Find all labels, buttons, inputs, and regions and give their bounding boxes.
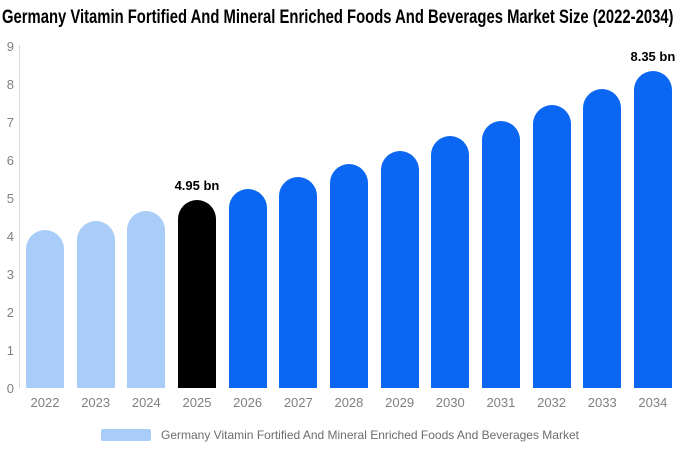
x-axis-labels: 2022 2023 2024 2025 2026 2027 2028 2029 2030 2031… xyxy=(26,395,672,410)
y-tick-1: 1 xyxy=(6,343,14,358)
bar-2034[interactable] xyxy=(633,70,672,388)
x-tick-2027: 2027 xyxy=(283,395,313,410)
y-tick-2: 2 xyxy=(6,305,14,320)
y-tick-8: 8 xyxy=(6,77,14,92)
x-tick-2029: 2029 xyxy=(385,395,415,410)
bar-column-2027 xyxy=(279,46,318,388)
y-tick-4: 4 xyxy=(6,229,14,244)
bar-column-2033 xyxy=(583,46,622,388)
y-axis: 0 1 2 3 4 5 6 7 8 9 xyxy=(0,39,14,396)
x-tick-2025: 2025 xyxy=(182,395,212,410)
legend-label: Germany Vitamin Fortified And Mineral En… xyxy=(161,428,579,442)
bar-2032[interactable] xyxy=(532,105,571,388)
y-tick-5: 5 xyxy=(6,191,14,206)
legend-swatch-icon xyxy=(101,429,151,441)
bar-column-2030 xyxy=(431,46,470,388)
x-tick-2033: 2033 xyxy=(587,395,617,410)
bar-column-2032 xyxy=(532,46,571,388)
bar-2027[interactable] xyxy=(279,176,318,388)
data-label-2034: 8.35 bn xyxy=(630,48,676,64)
bar-column-2029 xyxy=(380,46,419,388)
bar-2033[interactable] xyxy=(583,88,622,388)
x-tick-2030: 2030 xyxy=(435,395,465,410)
bar-2026[interactable] xyxy=(228,188,267,388)
x-tick-2026: 2026 xyxy=(233,395,263,410)
data-label-2025: 4.95 bn xyxy=(174,177,220,193)
y-tick-0: 0 xyxy=(6,381,14,396)
bar-2029[interactable] xyxy=(380,150,419,388)
y-axis-line xyxy=(19,45,20,388)
bar-column-2022 xyxy=(26,46,64,388)
x-tick-2023: 2023 xyxy=(81,395,111,410)
bar-2022[interactable] xyxy=(26,230,64,388)
x-tick-2028: 2028 xyxy=(334,395,364,410)
y-tick-6: 6 xyxy=(6,153,14,168)
bars-row: 4.95 bn 8.35 bn xyxy=(26,46,675,388)
bar-2023[interactable] xyxy=(76,220,115,388)
bar-column-2024 xyxy=(127,46,166,388)
bar-column-2028 xyxy=(329,46,368,388)
bar-column-2025: 4.95 bn xyxy=(175,46,219,388)
y-tick-3: 3 xyxy=(6,267,14,282)
bar-2024[interactable] xyxy=(127,210,166,388)
bar-2028[interactable] xyxy=(329,163,368,388)
y-tick-9: 9 xyxy=(6,39,14,54)
bar-column-2026 xyxy=(228,46,267,388)
legend[interactable]: Germany Vitamin Fortified And Mineral En… xyxy=(0,427,680,443)
x-tick-2022: 2022 xyxy=(30,395,60,410)
bar-column-2023 xyxy=(76,46,115,388)
x-tick-2031: 2031 xyxy=(486,395,516,410)
x-tick-2024: 2024 xyxy=(131,395,161,410)
bar-column-2034: 8.35 bn xyxy=(630,46,675,388)
bar-2031[interactable] xyxy=(481,121,520,388)
y-tick-7: 7 xyxy=(6,115,14,130)
x-tick-2032: 2032 xyxy=(537,395,567,410)
bar-2025[interactable] xyxy=(177,199,216,388)
chart-title: Germany Vitamin Fortified And Mineral En… xyxy=(2,7,674,28)
bar-2030[interactable] xyxy=(431,136,470,388)
x-tick-2034: 2034 xyxy=(638,395,668,410)
bar-column-2031 xyxy=(481,46,520,388)
